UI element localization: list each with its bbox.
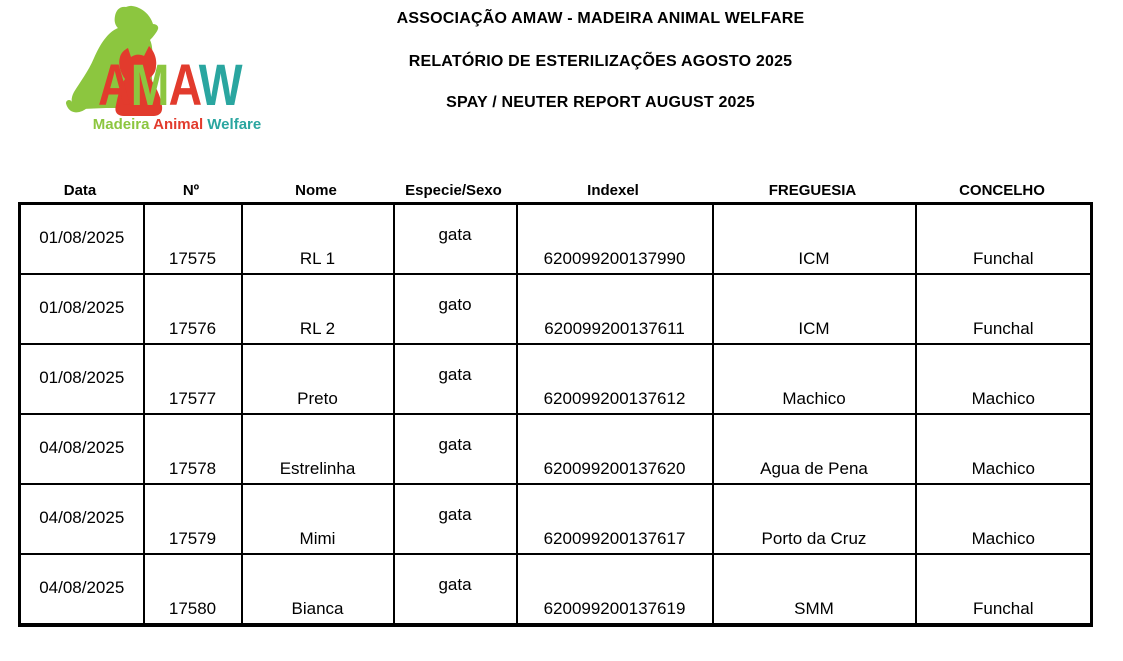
dog-tail — [66, 100, 89, 113]
cell-data: 04/08/2025 — [18, 483, 145, 555]
cell-freguesia: SMM — [711, 553, 917, 626]
amaw-logo: AMAW Madeira Animal Welfare — [62, 0, 272, 145]
cell-numero: 17579 — [142, 483, 243, 555]
cell-nome: Bianca — [240, 553, 395, 626]
cell-data: 01/08/2025 — [18, 202, 145, 275]
cell-indexel: 620099200137612 — [515, 343, 714, 415]
column-header-5: Indexel — [587, 182, 639, 199]
cell-freguesia: Porto da Cruz — [711, 483, 917, 555]
cell-data: 04/08/2025 — [18, 413, 145, 485]
logo-tagline-word: Welfare — [207, 116, 262, 133]
cell-data: 04/08/2025 — [18, 553, 145, 626]
logo-letter: A — [168, 53, 200, 118]
column-header-2: Nº — [182, 182, 200, 199]
cell-especie_sexo: gato — [392, 273, 518, 345]
cell-especie_sexo: gata — [392, 202, 518, 275]
cell-numero: 17575 — [142, 202, 243, 275]
logo-letter: A — [98, 53, 132, 118]
cell-freguesia: ICM — [711, 273, 917, 345]
cell-nome: RL 2 — [240, 273, 395, 345]
cell-numero: 17577 — [142, 343, 243, 415]
cell-especie_sexo: gata — [392, 553, 518, 626]
column-header-7: CONCELHO — [959, 182, 1045, 199]
logo-tagline-word: Madeira — [92, 116, 150, 133]
title-report-en: SPAY / NEUTER REPORT AUGUST 2025 — [446, 94, 755, 111]
table-row: 01/08/2025 17577 Preto gata 620099200137612 M… — [18, 343, 1093, 415]
logo-art — [66, 5, 163, 116]
cat-silhouette — [115, 46, 163, 116]
logo-tagline: Madeira Animal Welfare — [92, 116, 262, 133]
cell-especie_sexo: gata — [392, 343, 518, 415]
cell-nome: RL 1 — [240, 202, 395, 275]
title-association: ASSOCIAÇÃO AMAW - MADEIRA ANIMAL WELFARE — [396, 10, 805, 27]
table-row: 01/08/2025 17575 RL 1 gata 620099200137990 IC… — [18, 202, 1093, 275]
cell-nome: Mimi — [240, 483, 395, 555]
column-header-3: Nome — [295, 182, 337, 199]
table-row: 01/08/2025 17576 RL 2 gato 620099200137611 IC… — [18, 273, 1093, 345]
cell-concelho: Funchal — [914, 553, 1093, 626]
cell-indexel: 620099200137620 — [515, 413, 714, 485]
table-column-headers: Data Nº Nome Especie/Sexo Indexel FREGUESIA CO… — [18, 182, 1090, 201]
sterilization-report-table: 01/08/2025 17575 RL 1 gata 620099200137990 IC… — [18, 202, 1093, 627]
table-row: 04/08/2025 17579 Mimi gata 620099200137617 Po… — [18, 483, 1093, 555]
cell-data: 01/08/2025 — [18, 273, 145, 345]
logo-tagline-word: Animal — [153, 116, 204, 133]
cell-concelho: Machico — [914, 483, 1093, 555]
cell-indexel: 620099200137611 — [515, 273, 714, 345]
logo-letter: W — [198, 53, 243, 118]
cell-nome: Preto — [240, 343, 395, 415]
cell-freguesia: Agua de Pena — [711, 413, 917, 485]
logo-wordmark: AMAW — [98, 57, 243, 115]
cell-numero: 17578 — [142, 413, 243, 485]
cell-numero: 17580 — [142, 553, 243, 626]
cell-freguesia: ICM — [711, 202, 917, 275]
table-row: 04/08/2025 17578 Estrelinha gata 62009920013… — [18, 413, 1093, 485]
cell-concelho: Funchal — [914, 202, 1093, 275]
cell-numero: 17576 — [142, 273, 243, 345]
logo-letter: M — [130, 53, 170, 118]
cell-especie_sexo: gata — [392, 483, 518, 555]
column-header-4: Especie/Sexo — [405, 182, 502, 199]
cell-nome: Estrelinha — [240, 413, 395, 485]
cell-indexel: 620099200137617 — [515, 483, 714, 555]
cell-indexel: 620099200137990 — [515, 202, 714, 275]
cell-freguesia: Machico — [711, 343, 917, 415]
cell-concelho: Machico — [914, 343, 1093, 415]
column-header-1: Data — [63, 182, 97, 199]
column-header-6: FREGUESIA — [768, 182, 857, 199]
cell-concelho: Funchal — [914, 273, 1093, 345]
cell-indexel: 620099200137619 — [515, 553, 714, 626]
cell-concelho: Machico — [914, 413, 1093, 485]
title-report-pt: RELATÓRIO DE ESTERILIZAÇÕES AGOSTO 2025 — [408, 53, 793, 70]
cell-especie_sexo: gata — [392, 413, 518, 485]
cell-data: 01/08/2025 — [18, 343, 145, 415]
table-row: 04/08/2025 17580 Bianca gata 620099200137619… — [18, 553, 1093, 626]
